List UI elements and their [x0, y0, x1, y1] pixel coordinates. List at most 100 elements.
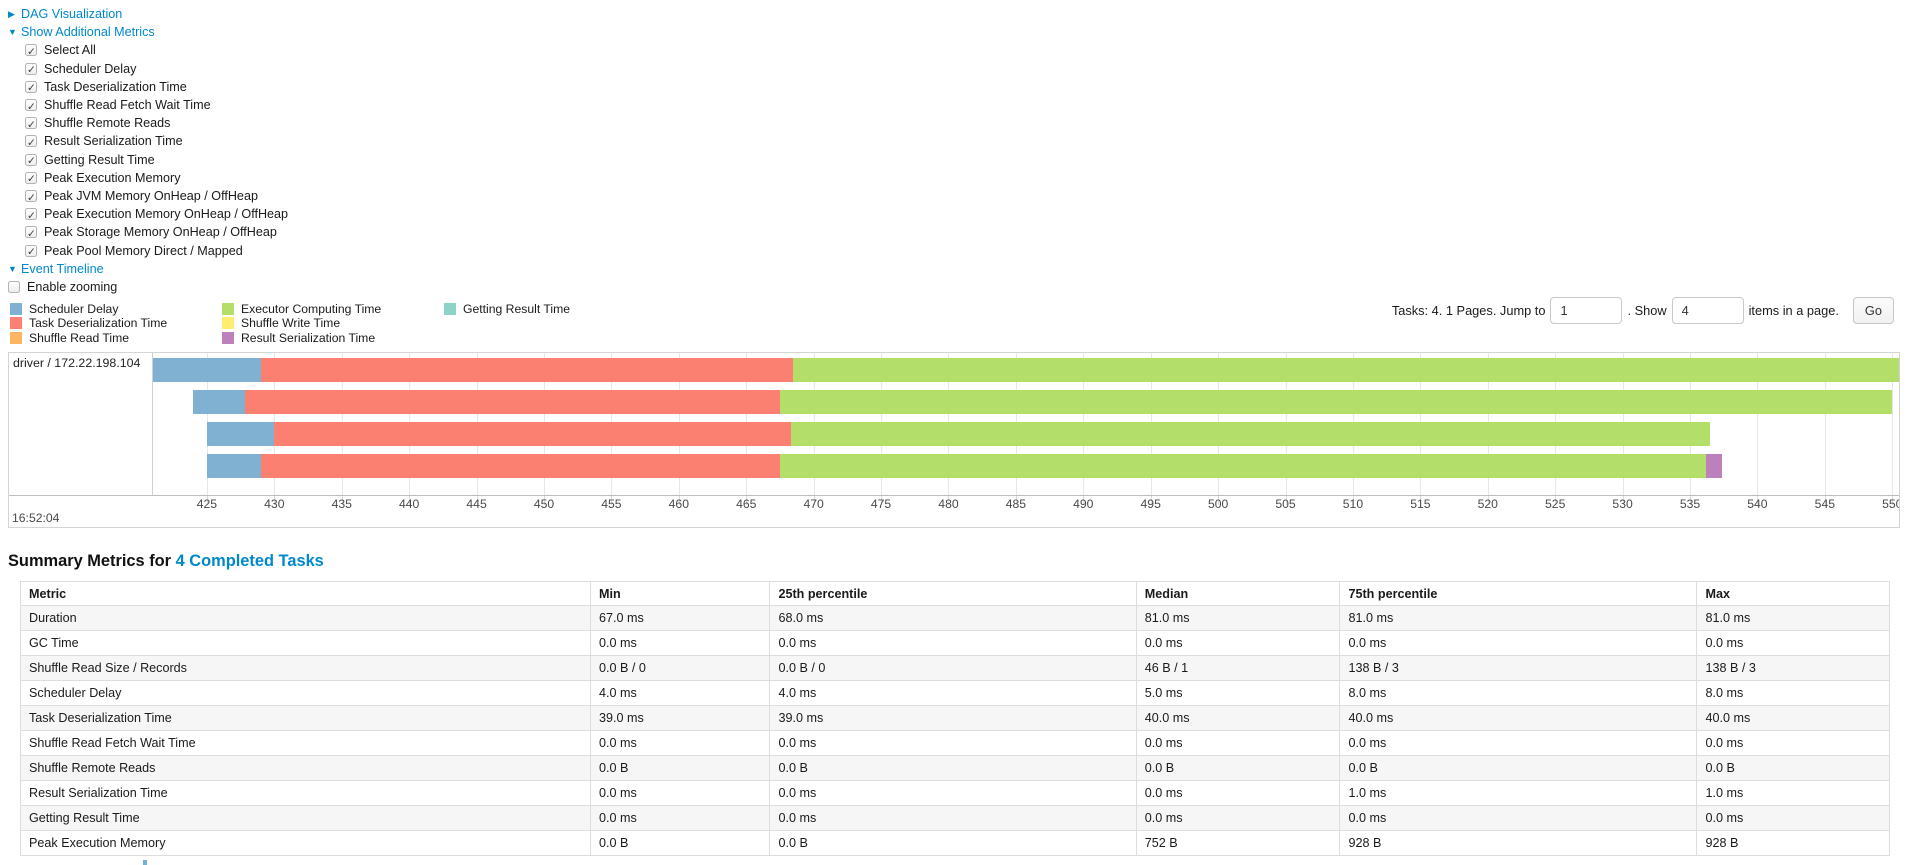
checkbox-task-deserialization-time[interactable] — [25, 79, 37, 98]
metric-name-cell: GC Time — [19, 630, 592, 656]
jump-to-page-input[interactable] — [1550, 297, 1623, 324]
table-row-shuffle-read-fetch-wait-time: Shuffle Read Fetch Wait Time 0.0 ms 0.0 ms… — [19, 730, 1890, 756]
metric-value-cell: 0.0 B — [1135, 755, 1341, 781]
checkbox-peak-execution-memory[interactable] — [25, 170, 37, 189]
legend-item-executor-computing-time: Executor Computing Time — [222, 302, 418, 316]
metric-option-select-all[interactable]: Select All — [25, 41, 288, 61]
checkbox-peak-jvm-memory-onheap-offheap[interactable] — [25, 189, 37, 207]
enable-zooming-checkbox[interactable] — [8, 281, 20, 294]
task-1-segment-scheduler-delay[interactable] — [153, 358, 261, 382]
legend-label: Getting Result Time — [463, 302, 571, 317]
table-row-duration: Duration 67.0 ms 68.0 ms 81.0 ms 81.0 ms 81.0… — [19, 605, 1890, 631]
tick-mark — [1622, 496, 1624, 505]
metric-value-cell: 0.0 ms — [769, 630, 1137, 656]
axis-tick-label: 445 — [466, 497, 487, 511]
metric-value-cell: 0.0 B — [1339, 755, 1698, 781]
legend-item-task-deserialization-time: Task Deserialization Time — [10, 316, 196, 330]
metric-option-result-serialization-time[interactable]: Result Serialization Time — [25, 132, 288, 152]
metric-option-task-deserialization-time[interactable]: Task Deserialization Time — [25, 78, 288, 98]
metric-option-scheduler-delay[interactable]: Scheduler Delay — [25, 60, 288, 79]
legend-swatch — [10, 317, 22, 330]
metric-option-label: Shuffle Read Fetch Wait Time — [44, 98, 211, 113]
axis-tick-label: 460 — [668, 497, 689, 511]
metric-option-shuffle-remote-reads[interactable]: Shuffle Remote Reads — [25, 114, 288, 134]
metric-value-cell: 68.0 ms — [769, 605, 1137, 631]
show-additional-metrics-link[interactable]: Show Additional Metrics — [21, 25, 155, 40]
checkbox-getting-result-time[interactable] — [25, 152, 37, 170]
legend-label: Task Deserialization Time — [29, 316, 168, 331]
task-2-segment-scheduler-delay[interactable] — [193, 390, 245, 414]
metric-option-label: Getting Result Time — [44, 152, 155, 167]
tick-mark — [746, 496, 748, 505]
tick-mark — [1083, 496, 1085, 505]
axis-tick-label: 465 — [736, 497, 757, 511]
task-4-segment-scheduler-delay[interactable] — [206, 454, 261, 478]
task-2-segment-executor-computing[interactable] — [779, 390, 1893, 414]
axis-tick-label: 525 — [1545, 497, 1566, 511]
dag-visualization-toggle[interactable]: ▶ DAG Visualization — [8, 5, 288, 23]
task-2-segment-task-deserialization[interactable] — [244, 390, 780, 414]
axis-major-time-label: 16:52:04 — [12, 511, 60, 525]
task-4-segment-task-deserialization[interactable] — [260, 454, 780, 478]
axis-tick-label: 510 — [1342, 497, 1364, 511]
items-per-page-input[interactable] — [1671, 297, 1744, 324]
task-1-segment-executor-computing[interactable] — [793, 358, 1899, 382]
metric-option-getting-result-time[interactable]: Getting Result Time — [25, 151, 288, 170]
task-4-segment-result-serialization[interactable] — [1706, 454, 1723, 478]
executor-group-label: driver / 172.22.198.104 — [9, 353, 153, 495]
task-1-segment-task-deserialization[interactable] — [260, 358, 794, 382]
metric-option-peak-pool-memory-direct-mapped[interactable]: Peak Pool Memory Direct / Mapped — [25, 242, 288, 261]
dag-visualization-link[interactable]: DAG Visualization — [21, 7, 123, 21]
axis-tick-label: 520 — [1477, 497, 1498, 511]
checkbox-shuffle-read-fetch-wait-time[interactable] — [25, 98, 37, 116]
show-additional-metrics-toggle[interactable]: ▼ Show Additional Metrics — [8, 23, 288, 41]
checkbox-result-serialization-time[interactable] — [25, 134, 37, 152]
metric-value-cell: 0.0 ms — [769, 805, 1137, 831]
event-timeline-link[interactable]: Event Timeline — [21, 261, 104, 276]
completed-tasks-link[interactable]: 4 Completed Tasks — [175, 552, 324, 570]
go-button[interactable]: Go — [1852, 297, 1894, 324]
table-row-shuffle-read-size-records: Shuffle Read Size / Records 0.0 B / 0 0.0 … — [19, 655, 1890, 681]
checkbox-select-all[interactable] — [25, 43, 37, 61]
task-3-segment-executor-computing[interactable] — [790, 422, 1711, 446]
metric-option-label: Scheduler Delay — [44, 61, 137, 76]
tick-mark — [1352, 496, 1354, 505]
metric-option-label: Peak JVM Memory OnHeap / OffHeap — [44, 189, 258, 204]
enable-zooming-row[interactable]: Enable zooming — [8, 278, 288, 296]
metric-name-cell: Shuffle Read Fetch Wait Time — [19, 730, 592, 756]
column-header-median: Median — [1135, 581, 1341, 606]
gridline — [1892, 353, 1894, 495]
metric-name-cell: Shuffle Read Size / Records — [19, 655, 592, 681]
metric-value-cell: 8.0 ms — [1339, 680, 1698, 706]
timeline-plot-area[interactable] — [153, 353, 1899, 495]
task-3-segment-scheduler-delay[interactable] — [206, 422, 275, 446]
metric-option-peak-execution-memory[interactable]: Peak Execution Memory — [25, 169, 288, 189]
axis-tick-label: 485 — [1005, 497, 1027, 511]
checkbox-peak-pool-memory-direct-mapped[interactable] — [25, 243, 37, 261]
axis-tick-label: 470 — [803, 497, 824, 511]
metric-value-cell: 928 B — [1696, 830, 1890, 856]
metric-value-cell: 1.0 ms — [1696, 780, 1890, 806]
metric-value-cell: 0.0 ms — [1135, 805, 1341, 831]
task-4-segment-executor-computing[interactable] — [779, 454, 1707, 478]
checkbox-shuffle-remote-reads[interactable] — [25, 116, 37, 134]
axis-tick-label: 500 — [1207, 497, 1229, 511]
metric-option-peak-jvm-memory-onheap-offheap[interactable]: Peak JVM Memory OnHeap / OffHeap — [25, 187, 288, 207]
gridline — [1824, 353, 1826, 495]
event-timeline-toggle[interactable]: ▼ Event Timeline — [8, 260, 288, 278]
metric-value-cell: 0.0 ms — [590, 805, 771, 831]
checkbox-scheduler-delay[interactable] — [25, 61, 37, 79]
metric-value-cell: 0.0 ms — [1135, 630, 1341, 656]
gridline — [1757, 353, 1759, 495]
metric-option-peak-storage-memory-onheap-offheap[interactable]: Peak Storage Memory OnHeap / OffHeap — [25, 223, 288, 243]
tick-mark — [1690, 496, 1692, 505]
metric-option-peak-execution-memory-onheap-offheap[interactable]: Peak Execution Memory OnHeap / OffHeap — [25, 205, 288, 225]
metric-option-shuffle-read-fetch-wait-time[interactable]: Shuffle Read Fetch Wait Time — [25, 96, 288, 116]
tick-mark — [948, 496, 950, 505]
axis-tick-label: 480 — [938, 497, 959, 511]
checkbox-peak-execution-memory-onheap-offheap[interactable] — [25, 207, 37, 225]
task-3-segment-task-deserialization[interactable] — [274, 422, 791, 446]
metric-value-cell: 81.0 ms — [1696, 605, 1890, 631]
checkbox-peak-storage-memory-onheap-offheap[interactable] — [25, 225, 37, 243]
